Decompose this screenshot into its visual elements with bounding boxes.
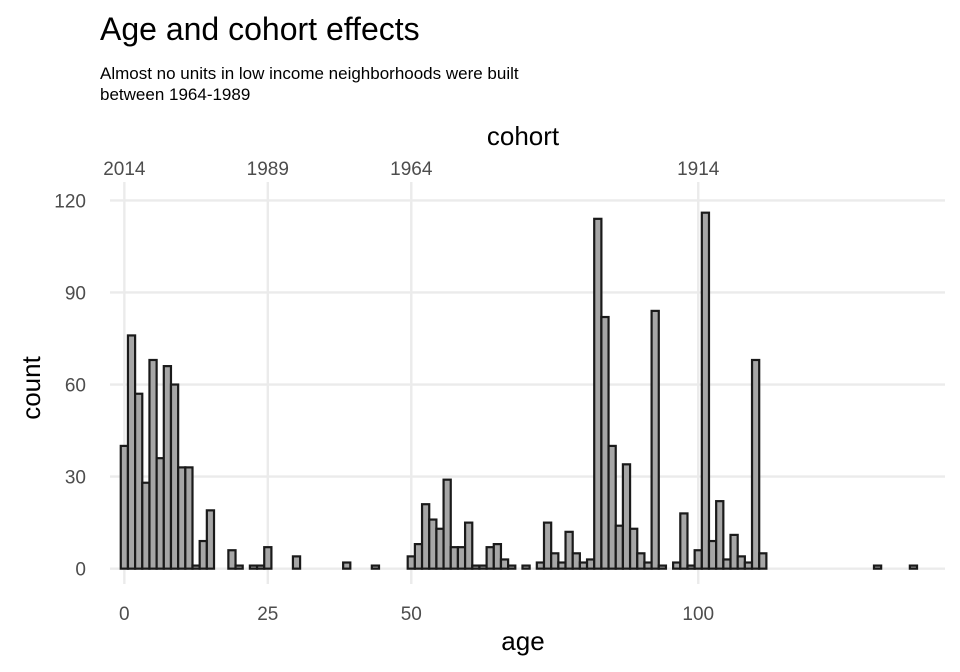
y-tick-label: 30 <box>65 468 86 489</box>
histogram-bar <box>750 358 761 570</box>
histogram-bar <box>463 521 474 570</box>
histogram-bar <box>729 533 739 570</box>
histogram-bar <box>758 552 768 570</box>
histogram-bar <box>872 564 883 570</box>
x-tick-label: 50 <box>401 604 422 625</box>
histogram-bar <box>715 500 725 570</box>
histogram-bar <box>499 558 510 570</box>
y-tick-label: 60 <box>65 376 86 397</box>
x-axis-title: age <box>501 626 544 656</box>
secondary-x-axis-title: cohort <box>487 121 560 151</box>
y-axis-title: count <box>16 355 46 419</box>
histogram-bar <box>679 512 689 570</box>
histogram-bar <box>234 564 244 570</box>
histogram-bar <box>700 211 711 570</box>
histogram-bar <box>291 555 302 570</box>
histogram-bar <box>492 543 503 570</box>
chart-subtitle-line-2: between 1964-1989 <box>100 85 250 104</box>
cohort-tick-label: 1914 <box>677 159 720 180</box>
y-tick-label: 0 <box>75 560 86 581</box>
histogram-bar <box>621 463 632 570</box>
histogram-bar <box>550 552 560 570</box>
cohort-tick-label: 1964 <box>390 159 433 180</box>
histogram-bar <box>650 309 660 570</box>
histogram-bar <box>227 549 237 570</box>
histogram-bar <box>657 564 668 570</box>
histogram-bars <box>119 211 919 570</box>
x-tick-label: 25 <box>257 604 278 625</box>
chart-subtitle-line-1: Almost no units in low income neighborho… <box>100 64 519 83</box>
histogram-bar <box>571 552 581 570</box>
histogram-bar <box>342 561 352 570</box>
x-tick-label: 100 <box>682 604 714 625</box>
histogram-bar <box>628 527 639 570</box>
histogram-bar <box>442 478 452 570</box>
histogram-bar <box>263 546 273 570</box>
gridlines <box>110 182 945 584</box>
cohort-tick-label: 1989 <box>247 159 289 180</box>
axis-tick-labels: 0 30 60 90 120 0 25 50 100 2014 1989 1964 1914 <box>54 159 719 625</box>
histogram-bar <box>521 564 531 570</box>
histogram-bar <box>134 392 144 570</box>
cohort-tick-label: 2014 <box>103 159 146 180</box>
histogram-bar <box>607 444 617 570</box>
histogram-bar <box>564 530 574 570</box>
histogram-bar <box>205 509 216 570</box>
histogram-bar <box>600 315 610 570</box>
histogram-bar <box>636 552 646 570</box>
y-tick-label: 120 <box>54 191 86 212</box>
histogram-bar <box>542 521 553 570</box>
histogram-bar <box>184 466 194 570</box>
x-tick-label: 0 <box>119 604 130 625</box>
histogram-bar <box>507 564 517 570</box>
histogram-bar <box>908 564 919 570</box>
chart-title: Age and cohort effects <box>100 11 420 47</box>
y-tick-label: 90 <box>65 283 86 304</box>
histogram-bar <box>370 564 381 570</box>
